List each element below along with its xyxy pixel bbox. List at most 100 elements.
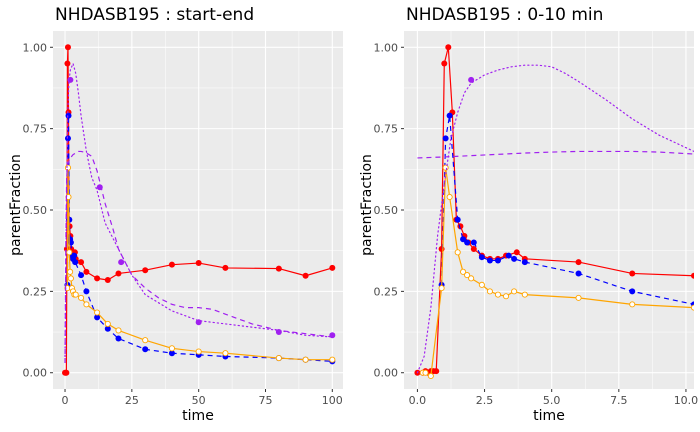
data-point xyxy=(72,259,79,266)
plot-area: 0 25 50 75 100 0.00 0.25 0.50 0.75 1.00 xyxy=(23,31,343,407)
data-point xyxy=(513,249,520,256)
series-line xyxy=(416,64,694,374)
plot-area: 0.0 2.5 5.0 7.5 10.0 0.00 0.25 0.50 0.75 1.00 xyxy=(374,31,699,407)
x-tick-label: 7.5 xyxy=(610,394,628,407)
y-tick-label: 0.25 xyxy=(23,285,48,298)
series-line xyxy=(66,167,333,361)
data-point xyxy=(629,301,636,308)
data-point xyxy=(142,267,149,274)
chart-title: NHDASB195 : 0-10 min xyxy=(406,5,603,25)
data-point xyxy=(494,257,501,264)
data-point xyxy=(575,259,582,266)
data-point xyxy=(275,265,282,272)
y-tick-label: 1.00 xyxy=(374,41,399,54)
data-point xyxy=(78,272,85,279)
y-tick-label: 0.00 xyxy=(23,367,48,380)
data-point xyxy=(168,350,175,357)
series-line xyxy=(440,115,694,305)
data-point xyxy=(64,60,71,67)
data-point xyxy=(195,260,202,267)
data-point xyxy=(168,345,175,352)
data-point xyxy=(78,259,85,266)
data-point xyxy=(575,270,582,277)
data-point xyxy=(104,320,111,327)
x-tick-label: 0.0 xyxy=(409,394,427,407)
data-point xyxy=(67,76,74,83)
data-point xyxy=(222,264,229,271)
data-point xyxy=(511,288,518,295)
data-point xyxy=(275,329,282,336)
y-tick-label: 0.00 xyxy=(374,367,399,380)
series-1 xyxy=(438,112,694,308)
series-5 xyxy=(67,76,336,339)
data-point xyxy=(71,252,78,259)
data-point xyxy=(83,301,90,308)
data-point xyxy=(468,76,475,83)
x-tick-label: 5.0 xyxy=(543,394,561,407)
x-axis-title: time xyxy=(533,408,565,424)
data-point xyxy=(67,275,74,282)
x-tick-label: 25 xyxy=(125,394,139,407)
data-point xyxy=(446,112,453,119)
x-tick-label: 0 xyxy=(62,394,69,407)
data-point xyxy=(67,268,74,275)
series-line xyxy=(64,62,333,358)
series-3 xyxy=(416,64,694,374)
data-point xyxy=(521,291,528,298)
data-point xyxy=(468,275,475,282)
data-point xyxy=(195,348,202,355)
data-layer xyxy=(414,44,694,380)
data-point xyxy=(454,249,461,256)
y-tick-label: 0.75 xyxy=(23,123,48,136)
series-2 xyxy=(419,164,694,380)
data-point xyxy=(442,135,449,142)
x-tick-label: 2.5 xyxy=(476,394,494,407)
chart-panel-start-end: NHDASB195 : start-end time parentFractio… xyxy=(8,5,343,424)
data-point xyxy=(438,285,445,292)
data-point xyxy=(470,246,477,253)
data-point xyxy=(142,346,149,353)
data-point xyxy=(115,327,122,334)
data-point xyxy=(433,368,440,375)
data-point xyxy=(115,270,122,277)
data-point xyxy=(72,291,79,298)
y-tick-label: 0.25 xyxy=(374,285,399,298)
data-point xyxy=(94,309,101,316)
data-point xyxy=(329,356,336,363)
data-point xyxy=(478,281,485,288)
data-point xyxy=(329,332,336,339)
series-line xyxy=(66,115,333,362)
data-point xyxy=(96,184,103,191)
data-point xyxy=(64,135,71,142)
data-point xyxy=(94,314,101,321)
data-point xyxy=(302,356,309,363)
data-point xyxy=(65,112,72,119)
x-tick-label: 10.0 xyxy=(674,394,699,407)
data-point xyxy=(83,288,90,295)
data-point xyxy=(690,304,694,311)
data-point xyxy=(78,294,85,301)
data-point xyxy=(691,272,694,279)
chart-title: NHDASB195 : start-end xyxy=(55,5,254,25)
data-point xyxy=(118,259,125,266)
data-point xyxy=(494,291,502,298)
y-tick-label: 0.50 xyxy=(374,204,399,217)
x-tick-label: 75 xyxy=(258,394,272,407)
data-point xyxy=(115,335,122,342)
data-point xyxy=(460,236,467,243)
data-point xyxy=(521,259,528,266)
data-point xyxy=(438,246,445,253)
data-layer xyxy=(62,44,336,376)
data-point xyxy=(478,254,485,261)
y-tick-label: 0.75 xyxy=(374,123,399,136)
data-point xyxy=(168,261,175,268)
y-tick-label: 1.00 xyxy=(23,41,48,54)
x-tick-label: 100 xyxy=(322,394,343,407)
data-point xyxy=(502,293,510,300)
data-point xyxy=(505,252,512,259)
x-axis-title: time xyxy=(182,408,214,424)
x-tick-label: 50 xyxy=(192,394,206,407)
data-point xyxy=(446,193,453,201)
y-axis-title: parentFraction xyxy=(359,154,375,256)
data-point xyxy=(454,216,461,223)
